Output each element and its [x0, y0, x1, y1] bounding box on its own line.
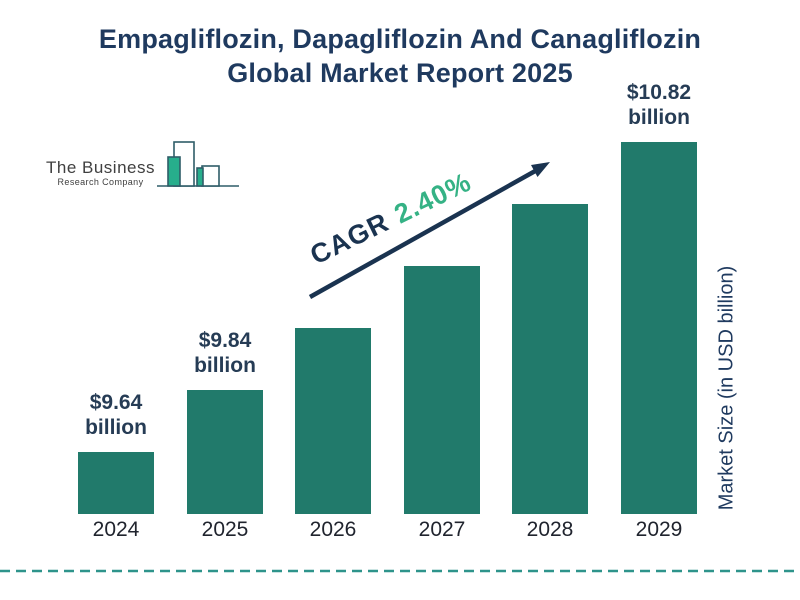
value-label-2029: $10.82 billion	[627, 80, 691, 130]
x-tick-2024: 2024	[92, 518, 140, 541]
value-amount: $10.82	[626, 81, 692, 104]
x-tick-2028: 2028	[526, 518, 574, 541]
bar-2024	[78, 452, 154, 514]
value-unit: billion	[194, 354, 256, 377]
logo-subtitle: Research Company	[57, 177, 144, 187]
bar-2029	[621, 142, 697, 514]
logo-name: The Business	[46, 158, 155, 177]
value-unit: billion	[628, 106, 690, 129]
bar-2028	[512, 204, 588, 514]
company-logo: The Business Research Company	[46, 138, 240, 190]
bar-2025	[187, 390, 263, 514]
value-amount: $9.64	[89, 391, 143, 414]
value-unit: billion	[85, 416, 147, 439]
logo-text: The Business Research Company	[46, 158, 155, 187]
bar-2026	[295, 328, 371, 514]
value-amount: $9.84	[198, 329, 252, 352]
x-tick-2025: 2025	[201, 518, 249, 541]
value-label-2025: $9.84 billion	[194, 328, 256, 378]
bar-2027	[404, 266, 480, 514]
logo-bars-icon	[157, 141, 239, 187]
value-label-2024: $9.64 billion	[85, 390, 147, 440]
x-tick-2027: 2027	[418, 518, 466, 541]
x-tick-2026: 2026	[309, 518, 357, 541]
x-tick-2029: 2029	[635, 518, 683, 541]
y-axis-label: Market Size (in USD billion)	[715, 265, 738, 511]
chart-title: Empagliflozin, Dapagliflozin And Canagli…	[98, 24, 702, 88]
